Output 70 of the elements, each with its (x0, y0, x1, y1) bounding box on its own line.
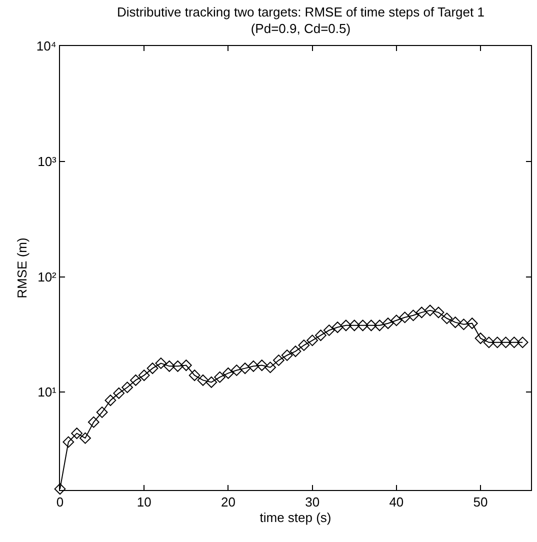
point (54, 483, 66, 495)
point (239, 362, 251, 374)
point (474, 332, 486, 344)
point (408, 310, 419, 322)
point (281, 350, 293, 361)
point (113, 387, 125, 399)
point (332, 322, 344, 333)
point (264, 362, 276, 374)
point (450, 316, 461, 328)
y-axis-title: RMSE (m) (14, 238, 30, 298)
y-tick-label: 10³ (38, 154, 58, 169)
point (306, 334, 318, 346)
point (214, 371, 226, 383)
point (323, 324, 335, 336)
point (80, 432, 91, 444)
point (130, 374, 142, 386)
point (96, 406, 108, 418)
chart-title: Distributive tracking two targets: RMSE of time steps of Target 1 (116, 4, 484, 20)
point (256, 360, 268, 371)
point (197, 374, 209, 386)
point (172, 360, 184, 372)
x-tick-label: 40 (389, 494, 404, 510)
x-tick-label: 20 (220, 494, 236, 510)
y-tick-label: 10¹ (38, 384, 58, 400)
point (248, 360, 260, 372)
point (146, 362, 158, 374)
point (188, 370, 200, 382)
point (424, 304, 436, 316)
point (492, 336, 504, 348)
point (508, 336, 520, 348)
x-axis-title: time step (s) (260, 510, 332, 526)
point (441, 312, 453, 324)
point (122, 382, 133, 394)
point (315, 330, 326, 342)
point (390, 314, 402, 326)
point (416, 306, 428, 318)
point (374, 320, 386, 332)
point (357, 320, 368, 332)
point (222, 368, 234, 379)
point (88, 416, 100, 428)
point (180, 360, 192, 371)
point (298, 340, 310, 351)
point (272, 354, 284, 366)
point (230, 364, 242, 376)
point (348, 320, 360, 332)
chart-subtitle: (Pd=0.9, Cd=0.5) (250, 21, 351, 36)
point (458, 318, 470, 330)
point (340, 320, 352, 332)
x-tick-label: 50 (473, 494, 488, 510)
point (500, 336, 512, 348)
point (399, 312, 411, 324)
point (71, 428, 83, 440)
point (62, 436, 74, 448)
point (382, 318, 394, 330)
point (516, 336, 528, 348)
x-tick-label: 30 (305, 494, 320, 510)
point (366, 320, 377, 332)
point (483, 336, 495, 348)
y-tick-label: 10⁴ (36, 38, 56, 54)
x-tick-label: 10 (136, 494, 152, 510)
point (164, 360, 176, 372)
point (432, 306, 444, 318)
y-tick-label: 10² (38, 269, 58, 284)
x-tick-label: 0 (56, 494, 64, 510)
point (290, 346, 302, 358)
point (206, 376, 218, 388)
point (104, 394, 116, 406)
point (138, 370, 150, 382)
point (155, 358, 167, 369)
point (466, 318, 478, 330)
